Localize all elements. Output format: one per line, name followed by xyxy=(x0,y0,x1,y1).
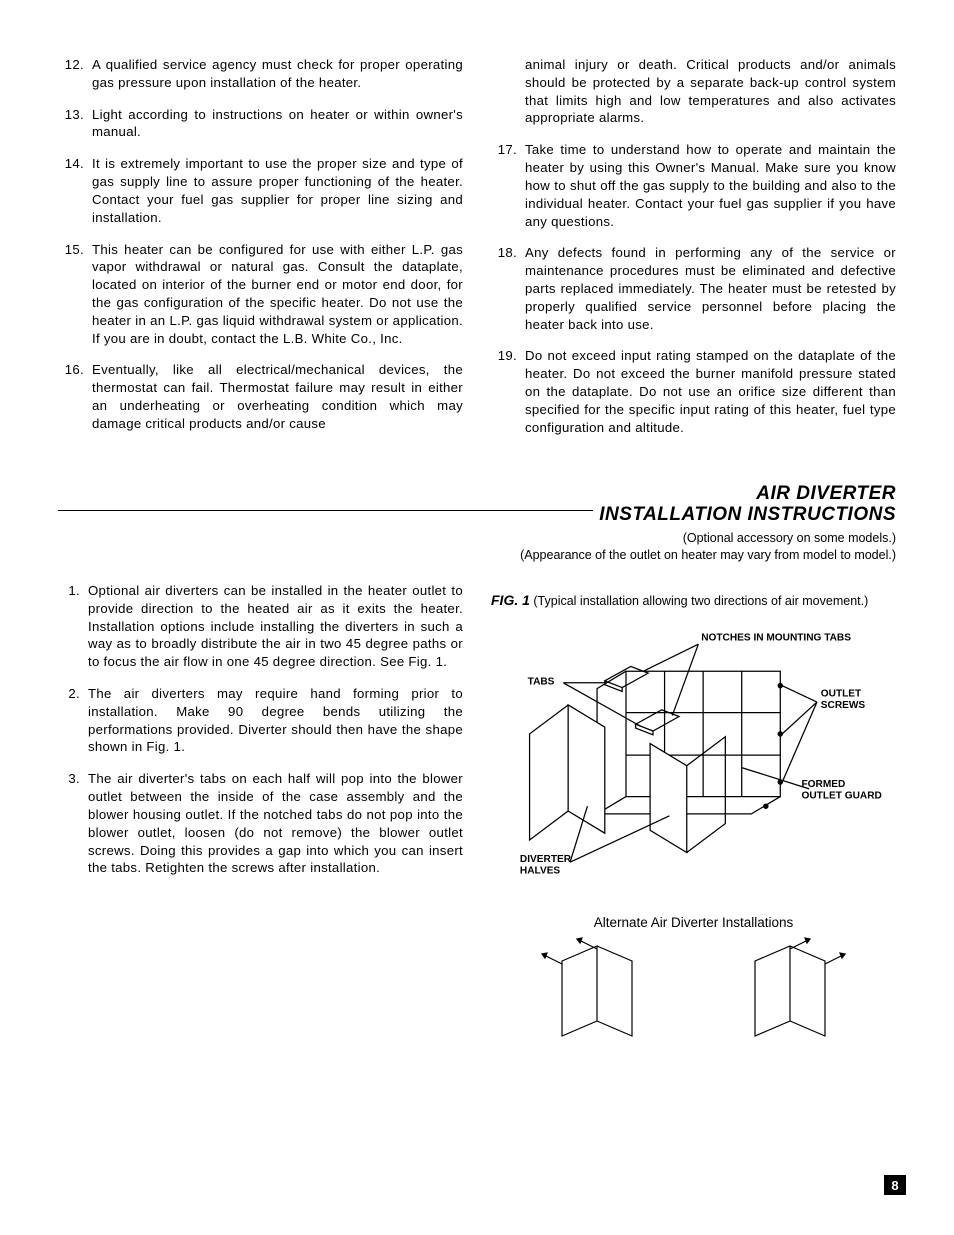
label-outlet-screws: OUTLETSCREWS xyxy=(821,688,866,711)
list-item: 3.The air diverter's tabs on each half w… xyxy=(58,770,463,877)
item-num: 18. xyxy=(491,244,517,333)
list-item: 1.Optional air diverters can be installe… xyxy=(58,582,463,671)
label-tabs: TABS xyxy=(528,677,555,688)
list-item: 12. A qualified service agency must check… xyxy=(58,56,463,92)
sub-line2: (Appearance of the outlet on heater may … xyxy=(520,548,896,562)
item-num: 3. xyxy=(58,770,80,877)
item-num: 17. xyxy=(491,141,517,230)
item-text: animal injury or death. Critical product… xyxy=(525,56,896,127)
item-num: 1. xyxy=(58,582,80,671)
item-text: The air diverters may require hand formi… xyxy=(88,685,463,756)
alternate-diagrams-row xyxy=(491,936,896,1046)
figure-block: FIG. 1 (Typical installation allowing tw… xyxy=(491,592,896,1046)
section-1-columns: 12. A qualified service agency must check… xyxy=(58,56,896,450)
item-text: It is extremely important to use the pro… xyxy=(92,155,463,226)
list-item: 2.The air diverters may require hand for… xyxy=(58,685,463,756)
label-notches: NOTCHES IN MOUNTING TABS xyxy=(701,632,851,643)
list-item: 16. Eventually, like all electrical/mecha… xyxy=(58,361,463,432)
col-right: animal injury or death. Critical product… xyxy=(491,56,896,450)
col-left: 12. A qualified service agency must check… xyxy=(58,56,463,450)
section-heading: AIR DIVERTER INSTALLATION INSTRUCTIONS xyxy=(599,484,896,526)
list-item: 17. Take time to understand how to operat… xyxy=(491,141,896,230)
item-text: This heater can be configured for use wi… xyxy=(92,241,463,348)
heading-line1: AIR DIVERTER xyxy=(599,484,896,505)
item-text: Light according to instructions on heate… xyxy=(92,106,463,142)
sub-line1: (Optional accessory on some models.) xyxy=(683,531,896,545)
item-num: 2. xyxy=(58,685,80,756)
col-right-2: FIG. 1 (Typical installation allowing tw… xyxy=(491,582,896,1046)
alt-diagram-left xyxy=(522,936,662,1046)
list-item: 15. This heater can be configured for use… xyxy=(58,241,463,348)
list-item: animal injury or death. Critical product… xyxy=(491,56,896,127)
subheading: (Optional accessory on some models.) (Ap… xyxy=(58,530,896,564)
figure-caption-text: (Typical installation allowing two direc… xyxy=(533,594,868,608)
list-item: 18. Any defects found in performing any o… xyxy=(491,244,896,333)
page-number: 8 xyxy=(884,1175,906,1195)
heading-line2: INSTALLATION INSTRUCTIONS xyxy=(599,505,896,526)
item-num: 16. xyxy=(58,361,84,432)
item-text: Optional air diverters can be installed … xyxy=(88,582,463,671)
item-num: 14. xyxy=(58,155,84,226)
section-2-columns: 1.Optional air diverters can be installe… xyxy=(58,582,896,1046)
list-item: 13. Light according to instructions on he… xyxy=(58,106,463,142)
alternate-caption: Alternate Air Diverter Installations xyxy=(491,915,896,930)
item-num xyxy=(491,56,517,127)
item-text: The air diverter's tabs on each half wil… xyxy=(88,770,463,877)
list-item: 19. Do not exceed input rating stamped on… xyxy=(491,347,896,436)
figure-caption: FIG. 1 (Typical installation allowing tw… xyxy=(491,592,896,608)
item-num: 13. xyxy=(58,106,84,142)
label-diverter-halves: DIVERTERHALVES xyxy=(520,854,572,877)
item-num: 19. xyxy=(491,347,517,436)
alt-diagram-right xyxy=(725,936,865,1046)
label-formed-outlet-guard: FORMEDOUTLET GUARD xyxy=(802,779,882,802)
col-left-2: 1.Optional air diverters can be installe… xyxy=(58,582,463,1046)
list-item: 14. It is extremely important to use the … xyxy=(58,155,463,226)
figure-1-diagram: NOTCHES IN MOUNTING TABS TABS OUTLETSCRE… xyxy=(491,608,896,908)
item-num: 15. xyxy=(58,241,84,348)
item-text: A qualified service agency must check fo… xyxy=(92,56,463,92)
divider-line xyxy=(58,510,593,511)
item-text: Eventually, like all electrical/mechanic… xyxy=(92,361,463,432)
section-divider: AIR DIVERTER INSTALLATION INSTRUCTIONS xyxy=(58,484,896,526)
item-text: Any defects found in performing any of t… xyxy=(525,244,896,333)
item-num: 12. xyxy=(58,56,84,92)
figure-label: FIG. 1 xyxy=(491,592,530,608)
item-text: Do not exceed input rating stamped on th… xyxy=(525,347,896,436)
item-text: Take time to understand how to operate a… xyxy=(525,141,896,230)
